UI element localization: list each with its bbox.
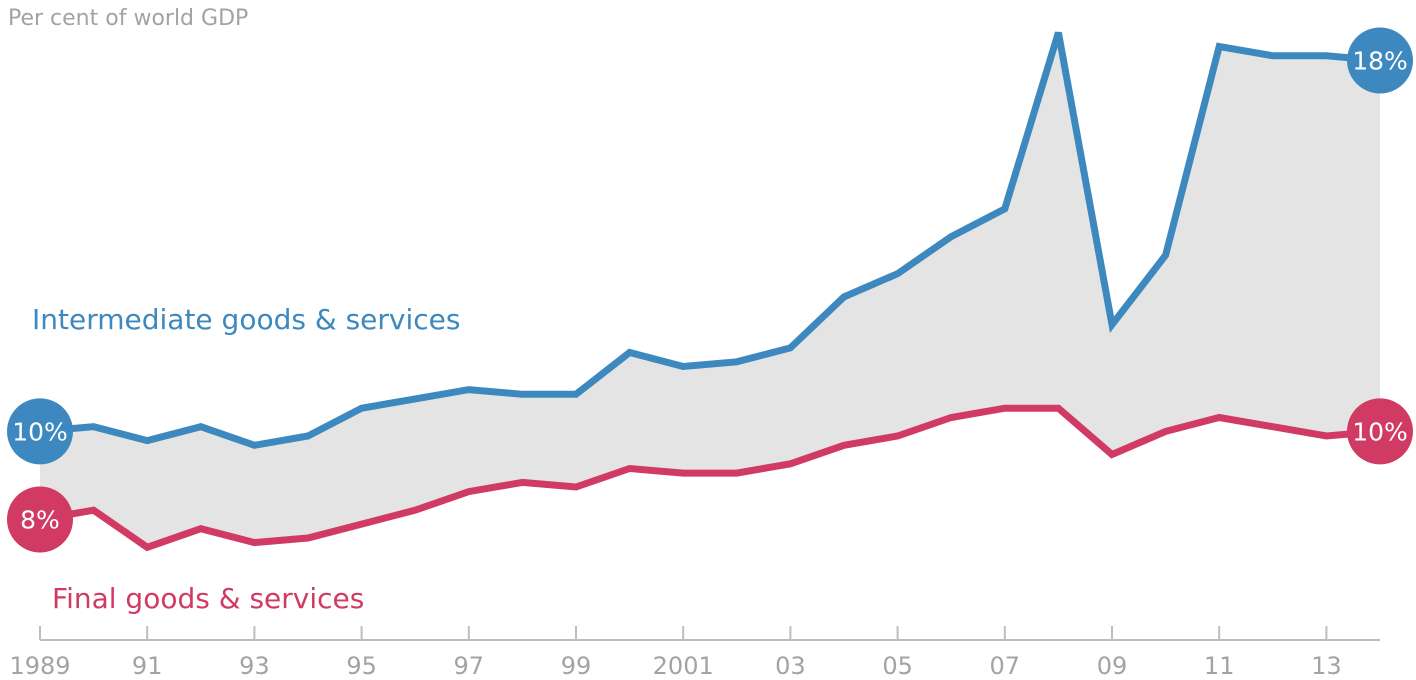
value-marker-label: 18% <box>1352 46 1408 75</box>
value-marker-circle <box>1347 398 1413 465</box>
x-tick-label: 05 <box>882 652 913 680</box>
x-tick-label: 13 <box>1311 652 1342 680</box>
series-label-final: Final goods & services <box>52 582 365 615</box>
value-marker-label: 10% <box>1352 417 1408 446</box>
value-marker-label: 8% <box>20 505 60 534</box>
value-marker-circle <box>7 398 73 465</box>
series-line-intermediate <box>39 31 1381 449</box>
x-tick-label: 2001 <box>653 652 714 680</box>
x-tick-label: 99 <box>561 652 592 680</box>
y-axis-unit-label: Per cent of world GDP <box>8 6 249 31</box>
series-label-intermediate: Intermediate goods & services <box>32 303 461 336</box>
value-marker-start: 10% <box>7 398 73 465</box>
x-tick-label: 1989 <box>9 652 70 680</box>
x-tick-label: 11 <box>1204 652 1235 680</box>
x-tick-label: 97 <box>454 652 485 680</box>
x-tick-label: 07 <box>990 652 1021 680</box>
x-tick-label: 09 <box>1097 652 1128 680</box>
series-lines <box>39 31 1381 552</box>
value-marker-label: 10% <box>12 417 68 446</box>
x-tick-label: 95 <box>346 652 377 680</box>
area-between-series <box>40 32 1380 548</box>
area-fill <box>40 32 1380 548</box>
x-axis: 1989 91 93 95 97 99 2001 03 05 07 09 11 13 <box>9 626 1380 680</box>
end-markers: 10% 18% 8% 10% <box>7 27 1413 553</box>
value-marker-end: 10% <box>1347 398 1413 465</box>
x-tick-label: 03 <box>775 652 806 680</box>
x-tick-label: 91 <box>132 652 163 680</box>
value-marker-start: 8% <box>7 486 73 553</box>
value-marker-circle <box>1347 27 1413 94</box>
x-tick-label: 93 <box>239 652 270 680</box>
value-marker-circle <box>7 486 73 553</box>
value-marker-end: 18% <box>1347 27 1413 94</box>
series-line-final <box>39 404 1381 552</box>
